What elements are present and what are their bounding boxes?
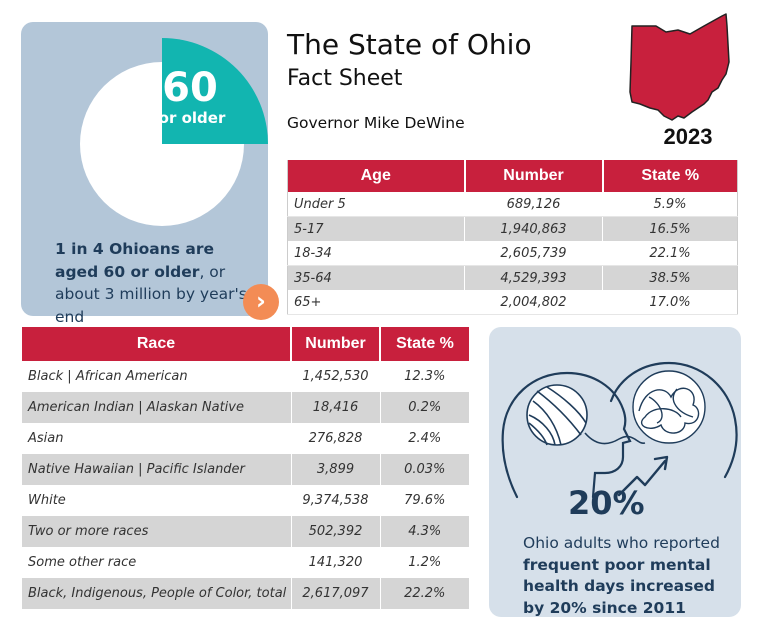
age-percent-cell: 38.5% <box>602 265 738 290</box>
race-percent-cell: 0.03% <box>380 454 469 485</box>
age-number-cell: 4,529,393 <box>464 265 603 290</box>
mental-health-caption-lead: Ohio adults who reported <box>523 534 720 552</box>
pie-big-number: 60 <box>162 65 218 111</box>
next-button[interactable]: › <box>243 284 279 320</box>
mental-health-caption: Ohio adults who reported frequent poor m… <box>523 533 733 619</box>
race-header-race: Race <box>22 327 292 361</box>
age-percent-cell: 22.1% <box>602 241 738 266</box>
age-group-cell: 65+ <box>287 290 465 315</box>
senior-share-pie-chart <box>80 38 268 226</box>
table-row: Native Hawaiian | Pacific Islander 3,899… <box>22 454 469 485</box>
mental-health-illustration <box>501 361 738 499</box>
race-number-cell: 502,392 <box>291 516 381 547</box>
age-number-cell: 1,940,863 <box>464 216 603 241</box>
race-number-cell: 3,899 <box>291 454 381 485</box>
race-number-cell: 276,828 <box>291 423 381 454</box>
race-number-cell: 9,374,538 <box>291 485 381 516</box>
race-number-cell: 141,320 <box>291 547 381 578</box>
table-row: Black | African American 1,452,530 12.3% <box>22 361 469 392</box>
race-name-cell: Black | African American <box>22 361 292 392</box>
age-group-cell: Under 5 <box>287 192 465 217</box>
race-table-header-row: Race Number State % <box>22 327 469 361</box>
pie-caption-rest: , or about 3 million by year's end <box>55 262 247 326</box>
pie-caption-bold: 1 in 4 Ohioans are aged 60 or older <box>55 240 215 281</box>
age-number-cell: 2,004,802 <box>464 290 603 315</box>
governor-name: Governor Mike DeWine <box>287 114 465 132</box>
race-number-cell: 1,452,530 <box>291 361 381 392</box>
age-percent-cell: 5.9% <box>602 192 738 217</box>
race-percent-cell: 22.2% <box>380 578 469 609</box>
race-name-cell: Native Hawaiian | Pacific Islander <box>22 454 292 485</box>
table-row: White 9,374,538 79.6% <box>22 485 469 516</box>
head-silhouette-icon <box>501 371 632 499</box>
age-group-cell: 35-64 <box>287 265 465 290</box>
pie-senior-slice <box>162 38 268 144</box>
table-row: Under 5 689,126 5.9% <box>287 192 738 217</box>
yarn-thread <box>584 432 646 445</box>
table-row: Asian 276,828 2.4% <box>22 423 469 454</box>
race-percent-cell: 12.3% <box>380 361 469 392</box>
race-percent-cell: 79.6% <box>380 485 469 516</box>
age-header-state-pct: State % <box>602 160 738 192</box>
table-row: Black, Indigenous, People of Color, tota… <box>22 578 469 609</box>
age-table: Age Number State % Under 5 689,126 5.9% … <box>287 160 738 315</box>
age-group-cell: 5-17 <box>287 216 465 241</box>
mental-health-caption-bold: frequent poor mental health days increas… <box>523 555 715 617</box>
race-name-cell: Two or more races <box>22 516 292 547</box>
pie-caption: 1 in 4 Ohioans are aged 60 or older, or … <box>55 238 255 328</box>
age-header-age: Age <box>287 160 466 192</box>
race-name-cell: Black, Indigenous, People of Color, tota… <box>22 578 292 609</box>
age-number-cell: 2,605,739 <box>464 241 603 266</box>
race-name-cell: American Indian | Alaskan Native <box>22 392 292 423</box>
mental-health-percent: 20% <box>568 484 645 522</box>
race-percent-cell: 2.4% <box>380 423 469 454</box>
mental-health-card <box>489 327 741 617</box>
table-row: Some other race 141,320 1.2% <box>22 547 469 578</box>
table-row: 5-17 1,940,863 16.5% <box>287 216 738 241</box>
race-number-cell: 2,617,097 <box>291 578 381 609</box>
yarn-ball-icon <box>526 384 588 446</box>
race-name-cell: White <box>22 485 292 516</box>
page-title: The State of Ohio <box>287 28 532 61</box>
age-table-header-row: Age Number State % <box>287 160 738 192</box>
race-header-number: Number <box>291 327 381 361</box>
page-subtitle: Fact Sheet <box>287 66 403 91</box>
race-percent-cell: 4.3% <box>380 516 469 547</box>
chevron-right-icon: › <box>256 287 266 315</box>
ohio-map-icon <box>629 13 730 121</box>
table-row: Two or more races 502,392 4.3% <box>22 516 469 547</box>
head-silhouette-icon <box>609 361 738 479</box>
fact-sheet-year: 2023 <box>663 124 713 149</box>
table-row: 65+ 2,004,802 17.0% <box>287 290 738 315</box>
race-percent-cell: 0.2% <box>380 392 469 423</box>
age-number-cell: 689,126 <box>464 192 603 217</box>
trend-up-arrow-icon <box>617 455 669 497</box>
race-name-cell: Some other race <box>22 547 292 578</box>
age-header-number: Number <box>464 160 604 192</box>
race-table: Race Number State % Black | African Amer… <box>22 327 469 609</box>
tangled-thoughts-icon <box>632 370 706 444</box>
age-percent-cell: 17.0% <box>602 290 738 315</box>
senior-population-card <box>21 22 268 316</box>
age-group-cell: 18-34 <box>287 241 465 266</box>
race-name-cell: Asian <box>22 423 292 454</box>
table-row: 35-64 4,529,393 38.5% <box>287 265 738 290</box>
age-percent-cell: 16.5% <box>602 216 738 241</box>
pie-sub-label: or older <box>158 109 226 127</box>
table-row: American Indian | Alaskan Native 18,416 … <box>22 392 469 423</box>
race-number-cell: 18,416 <box>291 392 381 423</box>
table-row: 18-34 2,605,739 22.1% <box>287 241 738 266</box>
race-header-state-pct: State % <box>380 327 469 361</box>
race-percent-cell: 1.2% <box>380 547 469 578</box>
